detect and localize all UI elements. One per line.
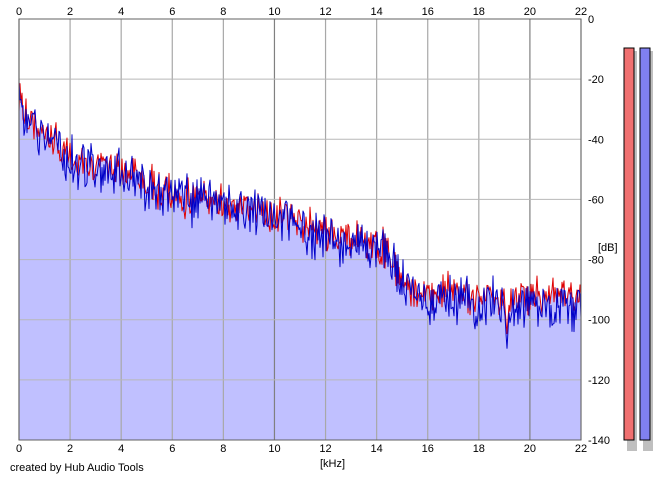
x-tick-label-top-6: 12 (319, 6, 331, 18)
meter-bar-1 (639, 47, 651, 441)
y-axis-label: [dB] (598, 242, 618, 254)
series-line-1 (18, 81, 582, 349)
x-tick-label-top-11: 22 (575, 6, 587, 18)
x-tick-label-top-8: 16 (422, 6, 434, 18)
x-tick-label-top-7: 14 (371, 6, 383, 18)
x-tick-label-top-3: 6 (169, 6, 175, 18)
x-tick-label-top-2: 4 (118, 6, 124, 18)
spectrum-fill (19, 81, 581, 440)
x-tick-label-bottom-11: 22 (575, 443, 587, 455)
axes: 002244668810101212141416161818202022220-… (16, 6, 610, 455)
x-tick-label-top-10: 20 (524, 6, 536, 18)
x-tick-label-bottom-7: 14 (371, 443, 383, 455)
x-tick-label-bottom-4: 8 (220, 443, 226, 455)
spectrum-area (19, 81, 581, 440)
x-tick-label-top-4: 8 (220, 6, 226, 18)
x-tick-label-bottom-9: 18 (473, 443, 485, 455)
x-tick-label-top-0: 0 (16, 6, 22, 18)
x-tick-label-bottom-10: 20 (524, 443, 536, 455)
credit-text: created by Hub Audio Tools (10, 462, 144, 474)
x-tick-label-bottom-1: 2 (67, 443, 73, 455)
x-tick-label-top-9: 18 (473, 6, 485, 18)
x-tick-label-bottom-5: 10 (268, 443, 280, 455)
meter-bar-0 (623, 47, 635, 441)
y-tick-label-5: -100 (588, 315, 610, 327)
y-tick-label-3: -60 (588, 194, 604, 206)
x-tick-label-top-5: 10 (268, 6, 280, 18)
x-tick-label-bottom-0: 0 (16, 443, 22, 455)
x-tick-label-bottom-2: 4 (118, 443, 124, 455)
y-tick-label-7: -140 (588, 435, 610, 447)
y-tick-label-2: -40 (588, 134, 604, 146)
plot-border (18, 18, 582, 441)
x-tick-label-bottom-6: 12 (319, 443, 331, 455)
y-tick-label-0: 0 (588, 14, 594, 26)
x-tick-label-top-1: 2 (67, 6, 73, 18)
y-tick-label-4: -80 (588, 255, 604, 267)
level-meters (623, 47, 653, 451)
y-tick-label-1: -20 (588, 74, 604, 86)
x-tick-label-bottom-8: 16 (422, 443, 434, 455)
x-tick-label-bottom-3: 6 (169, 443, 175, 455)
grid (18, 18, 582, 441)
x-axis-label: [kHz] (320, 458, 345, 470)
spectrum-lines (18, 81, 582, 349)
y-tick-label-6: -120 (588, 375, 610, 387)
